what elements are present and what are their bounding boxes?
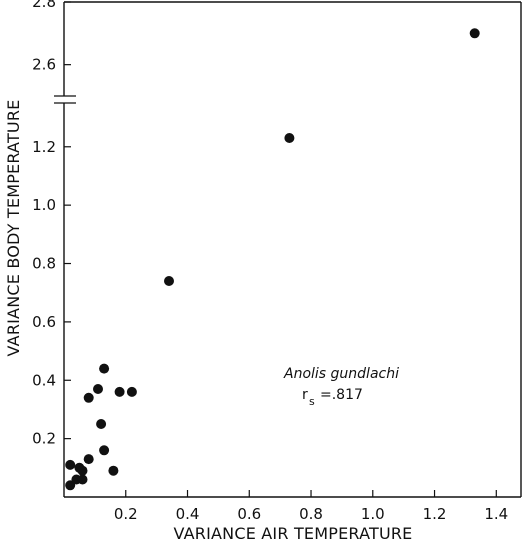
x-tick-label: 0.4 [176,505,200,523]
x-tick-label: 0.6 [237,505,261,523]
y-tick-label: 1.0 [32,196,56,214]
data-point [83,392,94,403]
correlation-value: =.817 [320,387,363,403]
x-tick-label: 0.8 [299,505,323,523]
data-point [83,454,94,465]
data-point [77,465,88,476]
data-point [164,276,174,286]
data-point [469,28,480,39]
y-tick-label: 2.6 [32,56,56,74]
data-point [93,384,103,394]
x-tick-label: 1.4 [484,505,508,523]
species-label: Anolis gundlachi [283,366,399,382]
data-points [65,28,480,491]
data-point [99,445,110,456]
x-tick-label: 1.0 [361,505,385,523]
y-tick-label: 0.8 [32,255,56,273]
correlation-subscript: s [309,395,315,408]
y-tick-label: 0.6 [32,313,56,331]
y-tick-label: 2.8 [32,0,56,11]
x-ticks: 0.2 0.4 0.6 0.8 1.0 1.2 1.4 [114,490,508,523]
x-axis-label: VARIANCE AIR TEMPERATURE [174,524,413,543]
y-tick-label: 0.2 [32,430,56,448]
data-point [108,465,119,476]
axis-break-mark [54,95,76,104]
y-ticks: 0.2 0.4 0.6 0.8 1.0 1.2 2.6 2.8 [32,0,71,448]
plot-frame [54,1,522,498]
data-point [114,386,125,397]
x-tick-label: 1.2 [423,505,447,523]
data-point [77,474,88,485]
correlation-symbol: r [302,387,308,403]
data-point [65,459,76,470]
y-axis-label: VARIANCE BODY TEMPERATURE [4,100,23,357]
data-point [96,419,107,429]
y-tick-label: 0.4 [32,371,56,389]
x-tick-label: 0.2 [114,505,138,523]
y-tick-label: 1.2 [32,138,56,156]
data-point [99,363,110,374]
data-point [284,133,295,143]
annotation: Anolis gundlachi r s =.817 [283,366,399,408]
data-point [126,386,137,397]
